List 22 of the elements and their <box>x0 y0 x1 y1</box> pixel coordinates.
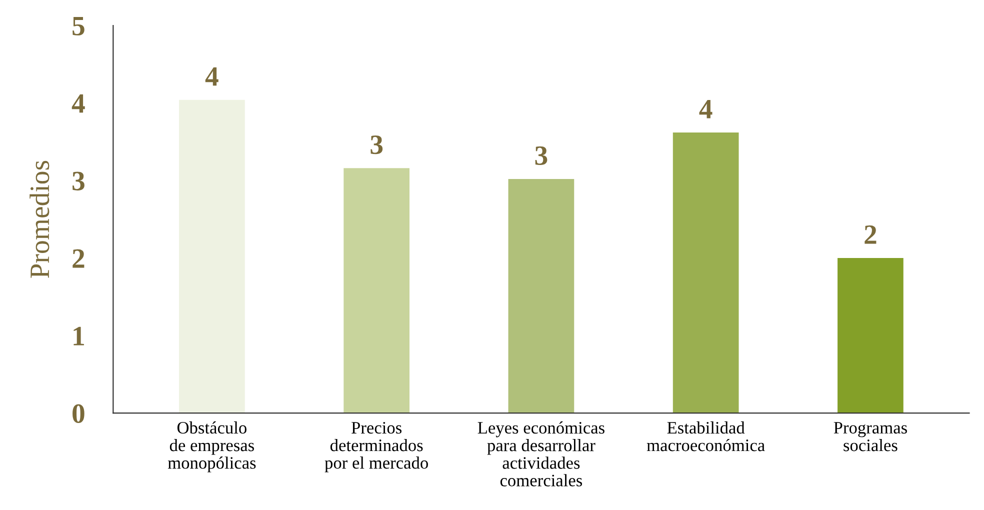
y-tick-label: 3 <box>72 172 84 190</box>
data-label: 2 <box>864 225 876 244</box>
bar <box>179 100 245 414</box>
data-label: 3 <box>370 135 383 154</box>
bar <box>672 132 739 414</box>
y-axis-title: Promedios <box>30 160 50 278</box>
x-tick-label: Precios determinados por el mercado <box>324 422 428 472</box>
x-tick-label: Programas sociales <box>834 422 907 452</box>
bar <box>344 168 410 414</box>
y-tick-label: 2 <box>72 249 84 268</box>
x-tick-label: Leyes económicas para desarrollar actividades comerciales <box>478 421 604 486</box>
y-tick-label: 0 <box>72 404 84 424</box>
bar <box>508 178 574 414</box>
data-label: 4 <box>205 67 218 86</box>
y-tick-label: 4 <box>72 94 85 113</box>
y-tick-label: 5 <box>72 16 84 36</box>
bar <box>838 258 904 414</box>
y-tick-label: 1 <box>74 326 84 346</box>
x-tick-label: Estabilidad macroeconómica <box>646 421 765 452</box>
x-tick-label: Obstáculo de empresas monopólicas <box>168 421 256 472</box>
data-label: 3 <box>535 146 548 166</box>
data-label: 4 <box>699 100 712 118</box>
